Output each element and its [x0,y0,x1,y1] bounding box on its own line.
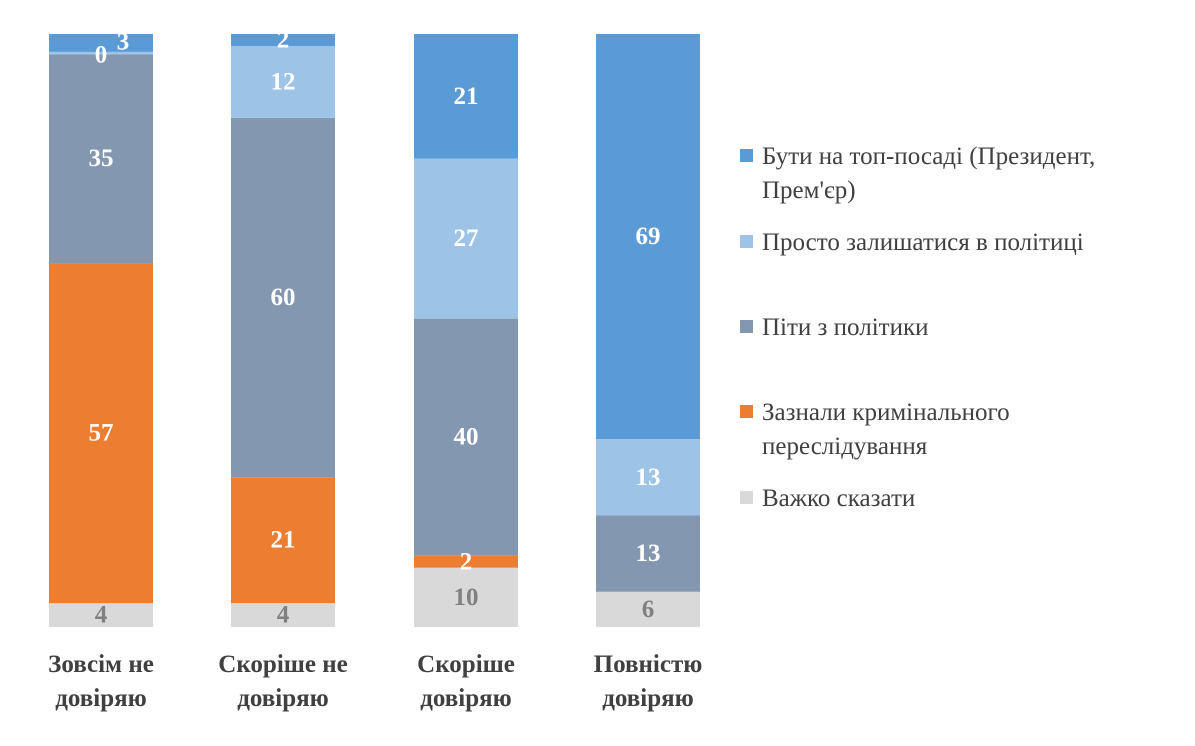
category-labels-group: Зовсім не довіряю Скоріше не довіряю Скоріше… [48,651,702,712]
legend-swatch [740,235,753,248]
legend-item-2: Піти з політики [740,311,928,345]
bar-segment-2-4 [414,34,518,159]
value-label-0-4: 3 [117,29,130,56]
category-label-3-line-0: Повністю [594,651,703,678]
legend-swatch [740,491,753,504]
bar-segment-1-1 [231,477,335,604]
bar-segment-2-0 [414,567,518,627]
value-label-2-2: 40 [454,424,479,451]
value-label-1-1: 21 [271,527,296,554]
legend-label: Піти з політики [762,314,929,341]
legend-item-1: Просто залишатися в політиці [740,226,1084,260]
value-label-3-0: 6 [642,596,655,623]
bar-segment-0-4 [49,34,153,52]
bar-segment-3-3 [596,439,700,516]
value-label-1-3: 12 [271,68,296,95]
bar-segment-0-3 [49,51,153,55]
bar-segment-1-3 [231,45,335,118]
bar-segment-1-2 [231,117,335,478]
category-label-1-line-0: Скоріше не [218,651,347,678]
value-label-0-2: 35 [89,145,114,172]
value-label-3-3: 13 [636,464,661,491]
value-label-1-4: 2 [277,26,290,53]
value-label-1-2: 60 [271,284,296,311]
value-label-2-3: 27 [454,225,479,252]
bar-segment-3-0 [596,591,700,627]
category-label-2-line-1: довіряю [420,685,512,712]
legend-item-0: Бути на топ-посаді (Президент, Прем'єр) [740,140,1095,208]
legend-label: Важко сказати [762,485,916,512]
bar-segment-1-0 [231,603,335,627]
bar-segment-3-2 [596,515,700,592]
category-label-2-line-0: Скоріше [417,651,515,678]
value-labels-group: 4 57 35 0 3 4 21 60 12 2 10 2 40 27 21 6 13 13 69 [89,26,661,628]
value-label-2-4: 21 [454,83,479,110]
legend-label: Зазнали кримінального переслідування [762,399,1010,460]
value-label-3-2: 13 [636,540,661,567]
legend-item-4: Важко сказати [740,482,915,516]
value-label-0-1: 57 [89,420,114,447]
category-label-0-line-0: Зовсім не [48,651,154,678]
value-label-0-0: 4 [95,602,108,629]
category-label-0-line-1: довіряю [55,685,147,712]
legend-item-3: Зазнали кримінального переслідування [740,396,1010,464]
category-label-1-line-1: довіряю [237,685,329,712]
bar-segment-1-4 [231,34,335,46]
value-label-2-1: 2 [460,548,473,575]
legend-label: Просто залишатися в політиці [762,229,1084,256]
bar-segment-0-0 [49,603,153,627]
value-label-0-3: 0 [95,42,108,69]
legend-label: Бути на топ-посаді (Президент, Прем'єр) [762,143,1096,204]
bar-segment-3-4 [596,34,700,440]
category-label-3-line-1: довіряю [602,685,694,712]
bar-segment-2-2 [414,318,518,556]
legend-swatch [740,149,753,162]
bars-group [49,34,700,627]
bar-segment-0-2 [49,54,153,264]
legend-swatch [740,320,753,333]
bar-segment-0-1 [49,263,153,604]
value-label-1-0: 4 [277,602,290,629]
legend-swatch [740,405,753,418]
bar-segment-2-1 [414,555,518,568]
bar-segment-2-3 [414,158,518,319]
value-label-3-4: 69 [636,223,661,250]
value-label-2-0: 10 [454,584,479,611]
